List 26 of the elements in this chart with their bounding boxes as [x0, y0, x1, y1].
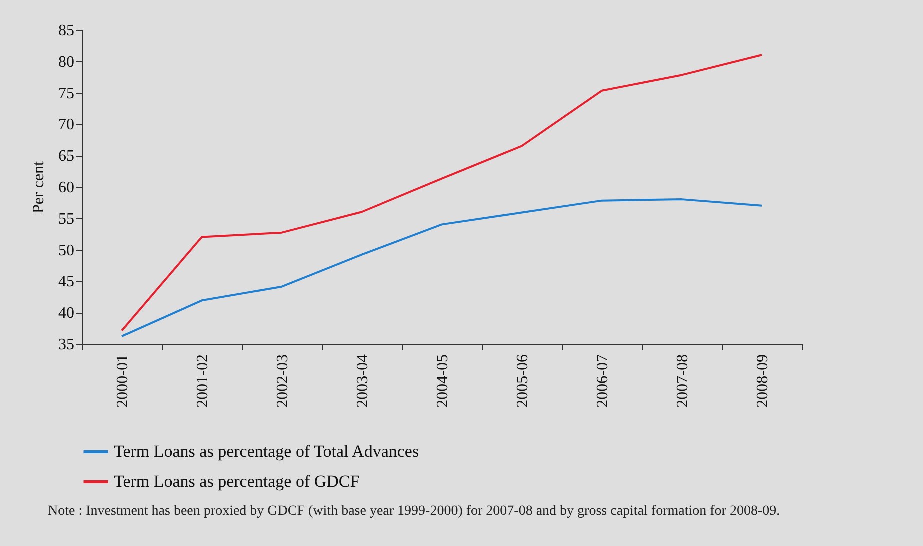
x-tick-label: 2004-05	[434, 354, 452, 408]
x-tick-label: 2008-09	[754, 354, 772, 408]
y-tick-label: 85	[58, 22, 74, 40]
y-tick-label: 50	[58, 242, 74, 260]
y-tick-label: 70	[58, 116, 74, 134]
x-tick-label: 2005-06	[514, 354, 532, 408]
x-tick-label: 2006-07	[594, 354, 612, 408]
x-tick-label: 2003-04	[354, 354, 372, 408]
x-tick-label: 2007-08	[674, 354, 692, 408]
x-tick-label: 2002-03	[274, 354, 292, 408]
y-tick-label: 45	[58, 274, 74, 291]
x-tick-label: 2000-01	[114, 354, 132, 408]
x-tick-label: 2001-02	[194, 354, 212, 408]
y-axis-title: Per cent	[30, 160, 48, 214]
y-tick-label: 60	[58, 180, 74, 196]
line-series	[121, 54, 763, 332]
legend-label: Term Loans as percentage of Total Advances	[114, 442, 420, 461]
y-tick-label: 40	[58, 305, 74, 322]
y-tick-label: 55	[58, 210, 74, 228]
y-tick-label: 65	[58, 148, 74, 166]
y-tick-label: 35	[58, 336, 74, 354]
y-tick-label: 75	[58, 85, 74, 102]
y-tick-label: 80	[58, 54, 74, 71]
text: Note : Investment has been proxied by GDCF (with base year 1999-2000) for 2007-08 and by gross capital formation for 2008-09.	[48, 504, 782, 520]
line-series	[121, 198, 763, 338]
legend-label: Term Loans as percentage of GDCF	[114, 472, 360, 491]
